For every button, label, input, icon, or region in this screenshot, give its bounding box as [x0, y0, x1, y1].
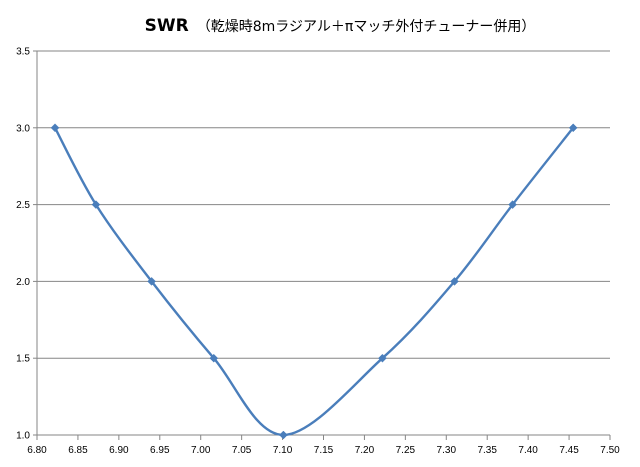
- y-tick-label: 1.5: [16, 354, 30, 365]
- x-tick-label: 7.30: [437, 445, 457, 456]
- x-tick-labels: 6.80 6.85 6.90 6.95 7.00 7.05 7.10 7.15 7.20 7.25…: [27, 445, 620, 456]
- x-tick-label: 7.50: [600, 445, 620, 456]
- chart-title-main: SWR: [145, 16, 189, 36]
- axes: [33, 50, 611, 440]
- data-point: [147, 277, 156, 286]
- data-point: [450, 277, 459, 286]
- x-tick-label: 7.15: [314, 445, 334, 456]
- y-tick-labels: 1.0 1.5 2.0 2.5 3.0 3.5: [16, 47, 30, 442]
- x-tick-label: 6.80: [27, 445, 47, 456]
- x-tick-label: 7.35: [477, 445, 497, 456]
- x-tick-label: 7.20: [355, 445, 375, 456]
- data-point: [209, 353, 219, 363]
- data-point: [378, 353, 387, 363]
- x-tick-label: 7.05: [232, 445, 252, 456]
- chart-title: SWR （乾燥時8mラジアル＋πマッチ外付チューナー併用）: [145, 16, 536, 36]
- y-tick-label: 2.0: [16, 277, 30, 288]
- x-tick-label: 6.95: [150, 445, 170, 456]
- y-tick-label: 3.5: [16, 47, 30, 58]
- data-point: [279, 430, 288, 440]
- data-point: [91, 200, 101, 209]
- x-tick-label: 7.00: [191, 445, 211, 456]
- grid-lines: [37, 50, 610, 359]
- chart-title-sub: （乾燥時8mラジアル＋πマッチ外付チューナー併用）: [197, 19, 536, 35]
- data-point: [50, 123, 60, 133]
- y-tick-label: 1.0: [16, 431, 30, 442]
- x-tick-label: 7.45: [559, 445, 579, 456]
- x-tick-label: 7.25: [396, 445, 416, 456]
- y-tick-label: 2.5: [16, 200, 30, 211]
- data-point: [508, 200, 517, 209]
- x-tick-label: 7.10: [273, 445, 293, 456]
- x-tick-label: 6.85: [68, 445, 88, 456]
- x-tick-label: 7.40: [518, 445, 538, 456]
- x-tick-label: 6.90: [109, 445, 129, 456]
- series-swr: [50, 123, 578, 440]
- y-tick-label: 3.0: [16, 123, 30, 134]
- data-point: [568, 123, 578, 133]
